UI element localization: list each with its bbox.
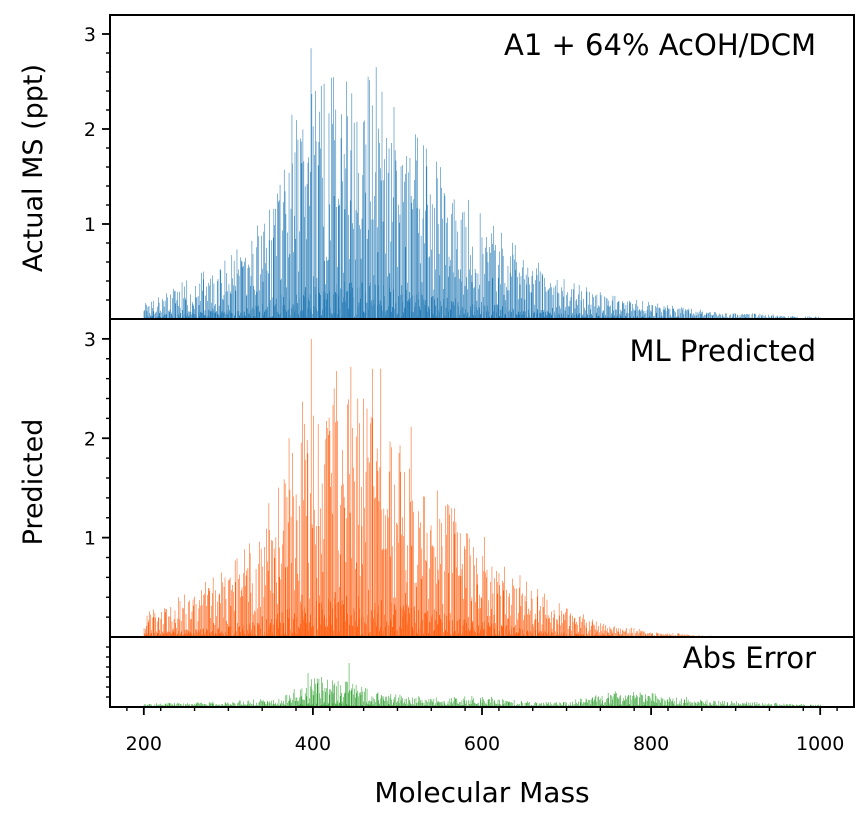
- y-axis-label-actual: Actual MS (ppt): [18, 64, 49, 272]
- spectrum-bars: [143, 338, 728, 637]
- x-axis-label: Molecular Mass: [374, 776, 589, 809]
- x-tick-label: 200: [126, 733, 162, 755]
- x-tick-label: 800: [633, 733, 669, 755]
- y-tick-label: 2: [84, 428, 96, 450]
- y-tick-label: 3: [84, 24, 96, 46]
- y-tick-label: 1: [84, 214, 96, 236]
- x-tick-label: 400: [295, 733, 331, 755]
- panel-predicted: 1 2 3: [84, 318, 855, 638]
- x-tick-label: 600: [464, 733, 500, 755]
- annotation-error: Abs Error: [683, 641, 816, 675]
- x-tick-label: 1000: [796, 733, 844, 755]
- spectrum-bars: [143, 48, 821, 319]
- y-tick-label: 3: [84, 329, 96, 351]
- annotation-predicted: ML Predicted: [629, 334, 816, 368]
- annotation-actual: A1 + 64% AcOH/DCM: [504, 28, 816, 62]
- y-tick-label: 1: [84, 528, 96, 550]
- x-axis: 200 400 600 800 1000: [126, 707, 844, 755]
- y-axis-label-predicted: Predicted: [18, 419, 49, 546]
- y-tick-label: 2: [84, 119, 96, 141]
